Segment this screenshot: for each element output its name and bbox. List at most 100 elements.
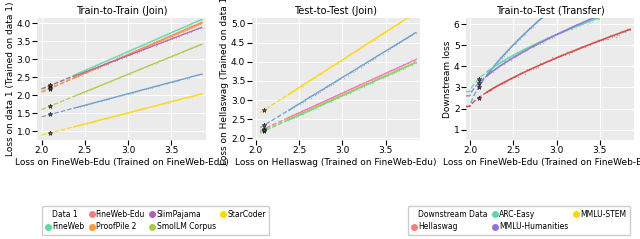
Point [147,105,157,109]
Point [383,49,394,53]
Point [587,20,597,24]
Point [302,81,312,84]
Point [138,87,148,91]
Point [145,40,155,44]
Point [350,88,360,92]
Point [311,102,321,106]
Point [324,99,334,103]
Point [598,14,608,18]
Point [284,119,294,123]
Point [560,54,570,57]
Point [381,74,392,77]
Point [328,96,338,100]
Point [69,94,79,98]
Point [346,89,356,93]
Point [562,50,572,54]
Point [315,101,325,105]
Point [392,69,403,72]
Point [173,53,183,56]
Point [387,72,397,76]
Point [344,89,355,93]
Point [554,31,564,35]
Point [390,23,401,27]
Point [365,78,375,82]
Point [319,69,329,73]
Point [158,102,168,106]
Point [130,50,140,54]
Point [611,12,621,16]
Point [383,74,394,78]
Point [544,37,554,41]
Point [108,59,118,62]
Point [381,30,392,34]
Point [372,76,382,80]
Point [620,5,630,9]
Point [337,94,348,98]
Point [553,31,563,35]
Point [130,69,140,73]
Point [86,69,96,72]
Point [132,90,142,94]
Point [143,105,154,109]
Point [191,20,201,24]
Point [102,97,113,101]
Point [127,91,137,95]
Point [84,69,94,73]
Point [81,68,91,71]
Point [156,35,166,38]
Point [300,109,310,113]
Point [163,32,173,36]
Point [150,38,161,42]
Point [520,73,531,76]
Legend: Downstream Data, Hellaswag, ARC-Easy, MMLU-Humanities, MMLU-STEM: Downstream Data, Hellaswag, ARC-Easy, MM… [408,206,630,235]
Point [110,95,120,98]
Point [604,37,614,41]
Point [294,113,305,116]
Point [127,109,137,113]
Point [339,76,349,80]
Point [513,75,524,79]
Point [154,59,164,63]
Point [77,70,87,74]
Point [567,24,577,28]
Y-axis label: Loss on Hellaswag (Trained on data 1): Loss on Hellaswag (Trained on data 1) [220,0,229,165]
Point [400,66,410,70]
Point [394,41,404,44]
Point [106,60,116,64]
Point [370,56,380,60]
Point [182,28,192,32]
Point [340,73,351,77]
Point [602,12,612,16]
Point [90,65,100,68]
Point [409,32,419,35]
Point [401,61,412,65]
Point [625,0,636,4]
Point [367,58,377,61]
Point [515,52,525,56]
Point [381,48,392,51]
Point [411,10,421,14]
Point [556,53,566,57]
Point [167,99,177,103]
Point [134,50,144,54]
Point [585,43,595,47]
Point [69,76,79,79]
Point [99,61,109,65]
Point [189,23,199,27]
Point [117,74,127,78]
Point [346,86,356,90]
Point [390,69,401,73]
Point [128,50,138,54]
Point [513,50,524,54]
Point [533,65,543,68]
Point [113,56,124,60]
Point [188,21,198,25]
Point [82,71,92,74]
Point [315,104,325,108]
Point [92,100,102,104]
Point [595,16,605,20]
Point [405,15,415,19]
Point [596,15,606,19]
Point [374,76,384,80]
Point [600,12,610,16]
